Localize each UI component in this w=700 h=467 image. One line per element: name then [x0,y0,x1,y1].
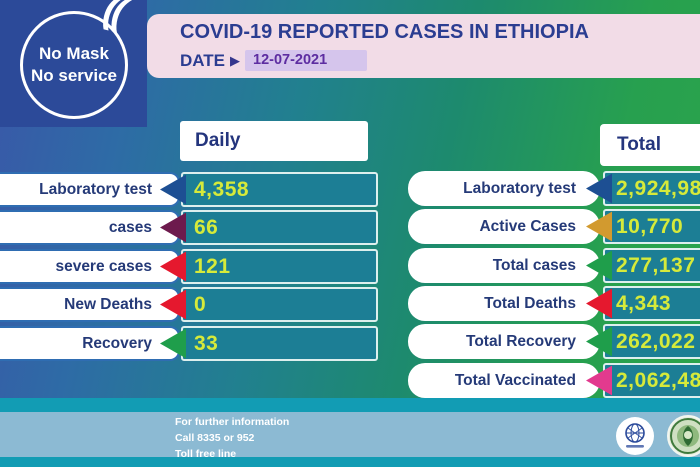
row-label: Laboratory test [463,179,576,197]
badge-line1: No Mask [39,43,109,63]
row-label: Total cases [492,256,576,274]
row-label-pill: Total cases [408,248,600,283]
table-row: cases 66 [0,210,700,245]
table-row: Total Deaths 4,343 [0,286,700,321]
row-value-box: 4,343 [603,286,700,321]
moh-logo [667,415,700,457]
row-value-box: 262,022 [603,324,700,359]
row-value-box: 277,137 [603,248,700,283]
row-value-box: 2,062,48 [603,363,700,398]
row-value-box: 10,770 [603,209,700,244]
total-header-label: Total [617,134,661,155]
title-banner: COVID-19 REPORTED CASES IN ETHIOPIA DATE… [147,14,700,78]
row-label-pill: Recovery [0,326,180,361]
row-label: severe cases [55,257,152,275]
footer-strip [0,412,700,457]
daily-column-header: Daily [180,121,368,161]
table-row: Laboratory test 4,358 [0,172,700,207]
table-row: Active Cases 10,770 [0,209,700,244]
row-value: 10,770 [616,214,684,238]
footer-band: For further information Call 8335 or 952… [0,398,700,467]
table-row: Total cases 277,137 [0,248,700,283]
row-label-pill: Laboratory test [408,171,600,206]
page-title: COVID-19 REPORTED CASES IN ETHIOPIA [180,21,589,43]
row-label-pill: cases [0,210,180,245]
row-value-box: 4,358 [181,172,378,207]
date-row: DATE ▶ 12-07-2021 [180,50,368,71]
row-value: 121 [194,254,231,278]
footer-line2: Call 8335 or 952 [175,431,255,444]
row-value: 4,358 [194,177,250,201]
table-row: Total Vaccinated 2,062,48 [0,363,700,398]
triangle-right-icon: ▶ [230,53,241,68]
row-label: Laboratory test [39,180,152,198]
row-value: 2,062,48 [616,368,700,392]
daily-header-label: Daily [195,130,241,151]
row-label: Total Recovery [466,332,576,350]
table-row: Recovery 33 [0,326,700,361]
row-value: 66 [194,215,219,239]
row-label-pill: severe cases [0,249,180,284]
row-label-pill: Total Deaths [408,286,600,321]
row-label-pill: New Deaths [0,287,180,322]
footer-info: For further information Call 8335 or 952… [175,415,289,462]
date-label: DATE [180,50,226,70]
row-value: 262,022 [616,329,696,353]
row-value-box: 121 [181,249,378,284]
row-label: Recovery [82,334,152,352]
row-label-pill: Total Vaccinated [408,363,600,398]
row-label: Total Deaths [484,294,576,312]
table-row: Total Recovery 262,022 [0,324,700,359]
row-value-box: 66 [181,210,378,245]
row-label: Active Cases [479,217,576,235]
row-value-box: 0 [181,287,378,322]
row-value: 4,343 [616,291,672,315]
row-value: 2,924,98 [616,176,700,200]
table-row: Laboratory test 2,924,98 [0,171,700,206]
row-label-pill: Active Cases [408,209,600,244]
row-value-box: 33 [181,326,378,361]
row-label: Total Vaccinated [454,371,576,389]
row-value-box: 2,924,98 [603,171,700,206]
ephi-logo [616,417,654,455]
total-column-header: Total [600,124,700,166]
row-label: cases [108,218,152,236]
row-label: New Deaths [64,295,152,313]
no-mask-badge: No Mask No service [20,11,128,119]
row-value: 33 [194,331,219,355]
row-label-pill: Total Recovery [408,324,600,359]
footer-line3: Toll free line [175,447,237,460]
row-value: 0 [194,292,207,316]
table-row: New Deaths 0 [0,287,700,322]
footer-line1: For further information [175,416,290,428]
row-value: 277,137 [616,253,696,277]
badge-line2: No service [31,66,117,85]
table-row: severe cases 121 [0,249,700,284]
date-value: 12-07-2021 [245,50,368,71]
